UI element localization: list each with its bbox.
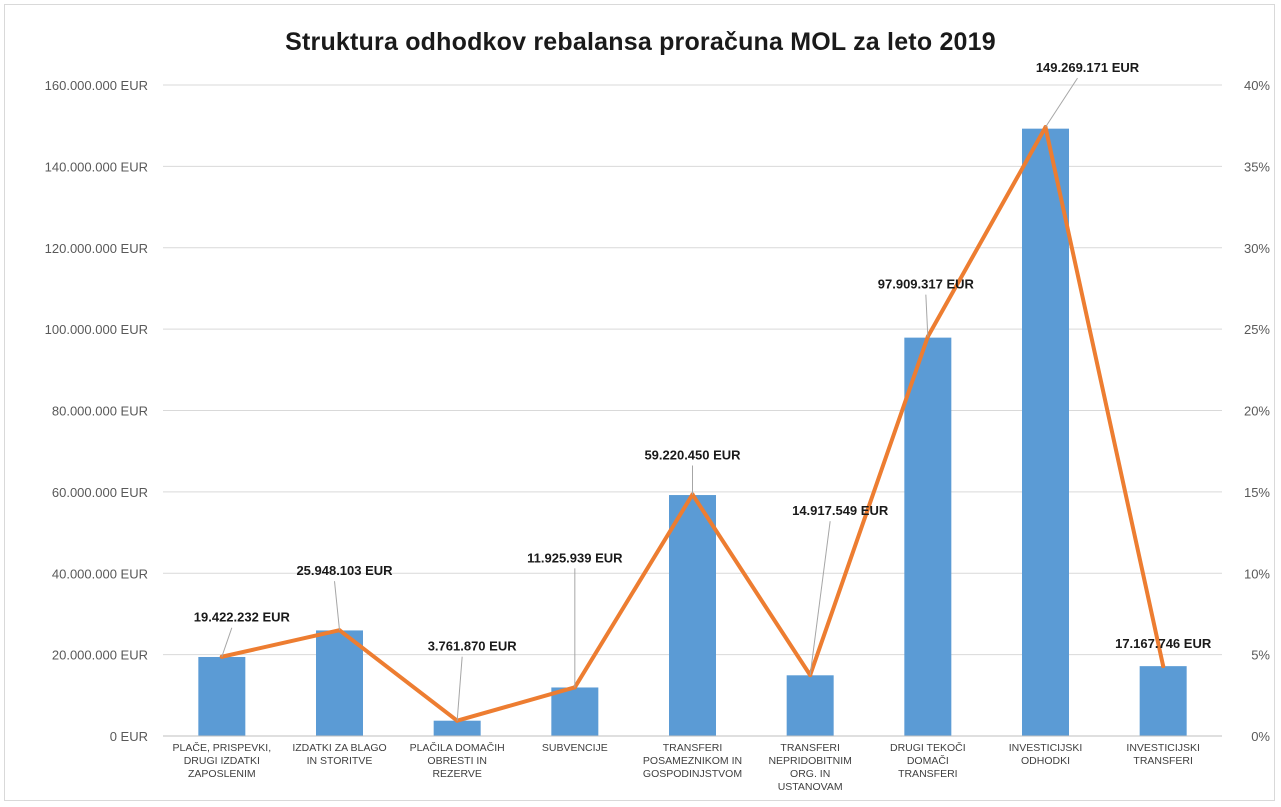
y-tick-label: 140.000.000 EUR xyxy=(45,159,148,174)
y2-tick-label: 20% xyxy=(1244,404,1270,419)
bar xyxy=(1022,128,1069,736)
data-label: 59.220.450 EUR xyxy=(644,447,741,462)
x-tick-label: IZDATKI ZA BLAGO xyxy=(292,742,386,754)
bar xyxy=(786,675,834,736)
bar xyxy=(198,656,246,736)
x-tick-label: DRUGI IZDATKI xyxy=(184,755,260,767)
bar xyxy=(904,337,952,736)
data-label: 25.948.103 EUR xyxy=(296,563,393,578)
x-tick-label: PLAČILA DOMAČIH xyxy=(410,741,505,754)
y-tick-label: 160.000.000 EUR xyxy=(45,78,148,93)
bar xyxy=(433,720,481,736)
x-tick-label: IN STORITVE xyxy=(307,755,373,767)
y-tick-label: 20.000.000 EUR xyxy=(52,648,148,663)
y2-tick-label: 0% xyxy=(1251,729,1270,744)
y2-tick-label: 35% xyxy=(1244,159,1270,174)
data-label-leader xyxy=(456,656,463,721)
y2-tick-label: 5% xyxy=(1251,648,1270,663)
y2-tick-label: 30% xyxy=(1244,241,1270,256)
x-tick-label: DRUGI TEKOČI xyxy=(890,741,966,754)
data-label: 19.422.232 EUR xyxy=(194,610,291,625)
y-tick-label: 60.000.000 EUR xyxy=(52,485,148,500)
x-tick-label: POSAMEZNIKOM IN xyxy=(643,755,742,767)
x-tick-label: INVESTICIJSKI xyxy=(1126,742,1200,754)
x-tick-label: INVESTICIJSKI xyxy=(1009,742,1083,754)
data-label-leader xyxy=(334,581,340,631)
bar xyxy=(551,687,599,736)
x-tick-label: TRANSFERI xyxy=(780,742,840,754)
y2-tick-label: 25% xyxy=(1244,322,1270,337)
data-label-leader xyxy=(1045,77,1078,128)
y2-tick-label: 15% xyxy=(1244,485,1270,500)
x-tick-label: TRANSFERI xyxy=(663,742,723,754)
data-label: 149.269.171 EUR xyxy=(1036,60,1140,75)
bar xyxy=(1139,666,1187,736)
x-tick-label: OBRESTI IN xyxy=(427,755,487,767)
bar xyxy=(316,630,363,736)
x-tick-label: REZERVE xyxy=(432,768,481,780)
y2-tick-label: 40% xyxy=(1244,78,1270,93)
x-tick-label: SUBVENCIJE xyxy=(542,742,608,754)
x-tick-label: TRANSFERI xyxy=(898,768,958,780)
y-tick-label: 120.000.000 EUR xyxy=(45,241,148,256)
y-tick-label: 100.000.000 EUR xyxy=(45,322,148,337)
data-label-leader xyxy=(925,294,929,337)
y-tick-label: 80.000.000 EUR xyxy=(52,404,148,419)
y2-tick-label: 10% xyxy=(1244,566,1270,581)
y-tick-label: 40.000.000 EUR xyxy=(52,566,148,581)
y-tick-label: 0 EUR xyxy=(110,729,148,744)
data-label-leader xyxy=(221,627,233,657)
bar xyxy=(669,495,716,736)
x-tick-label: USTANOVAM xyxy=(778,781,843,793)
data-label: 11.925.939 EUR xyxy=(527,550,623,565)
x-tick-label: NEPRIDOBITNIM xyxy=(768,755,851,767)
chart-title: Struktura odhodkov rebalansa proračuna M… xyxy=(285,28,996,56)
x-tick-label: TRANSFERI xyxy=(1133,755,1193,767)
data-label: 17.167.746 EUR xyxy=(1115,636,1212,651)
data-label-leader xyxy=(809,521,831,676)
data-label: 97.909.317 EUR xyxy=(878,277,975,292)
x-tick-label: ZAPOSLENIM xyxy=(188,768,256,780)
data-label: 3.761.870 EUR xyxy=(428,639,518,654)
x-tick-label: ODHODKI xyxy=(1021,755,1070,767)
x-tick-label: GOSPODINJSTVOM xyxy=(643,768,742,780)
x-tick-label: ORG. IN xyxy=(790,768,830,780)
x-tick-label: PLAČE, PRISPEVKI, xyxy=(173,741,272,754)
line-point xyxy=(1161,664,1166,669)
x-tick-label: DOMAČI xyxy=(907,754,949,767)
data-label: 14.917.549 EUR xyxy=(792,503,889,518)
